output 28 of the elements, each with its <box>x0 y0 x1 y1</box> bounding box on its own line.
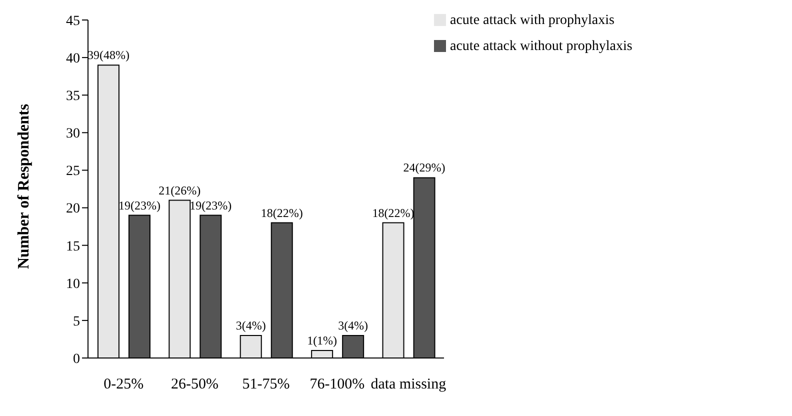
data-label: 21(26%) <box>158 183 201 198</box>
y-tick-label: 25 <box>66 164 80 180</box>
data-label: 39(48%) <box>87 48 130 62</box>
y-tick-label: 5 <box>73 314 80 330</box>
x-tick-label: 0-25% <box>104 376 144 393</box>
x-tick-label: 26-50% <box>171 376 219 393</box>
x-tick-label: data missing <box>370 376 447 393</box>
y-tick-label: 45 <box>66 14 80 29</box>
y-tick-label: 20 <box>66 202 80 217</box>
y-tick-label: 30 <box>66 126 80 142</box>
y-tick-label: 0 <box>73 352 80 367</box>
y-axis-title: Number of Respondents <box>16 104 33 269</box>
data-label: 24(29%) <box>403 160 446 175</box>
y-tick-label: 35 <box>66 89 80 104</box>
data-label: 18(22%) <box>260 206 303 220</box>
y-tick-label: 10 <box>66 276 80 292</box>
x-tick-label: 76-100% <box>310 376 365 393</box>
y-tick-label: 15 <box>66 239 80 254</box>
legend-label: acute attack without prophylaxis <box>450 39 632 54</box>
x-tick-label: 51-75% <box>242 376 290 393</box>
y-tick-label: 40 <box>66 52 80 67</box>
legend-label: acute attack with prophylaxis <box>450 13 614 28</box>
data-label: 1(1%) <box>307 333 338 348</box>
data-label: 18(22%) <box>372 206 414 220</box>
data-label: 19(23%) <box>118 198 160 212</box>
data-label: 19(23%) <box>190 198 232 212</box>
data-label: 3(4%) <box>236 318 266 332</box>
data-label: 3(4%) <box>338 318 368 332</box>
